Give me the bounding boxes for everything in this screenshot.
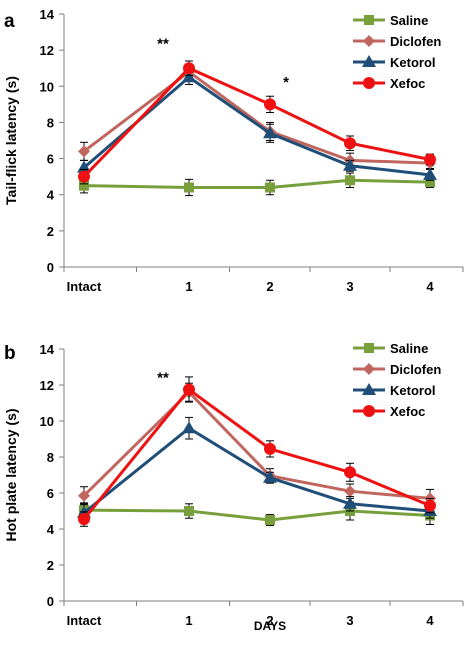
y-tick-label: 6 — [47, 152, 54, 167]
legend-label: Ketorol — [390, 383, 436, 398]
y-tick-label: 0 — [47, 260, 54, 275]
series-diclofen — [78, 64, 436, 170]
x-axis-title: DAYS — [254, 619, 286, 633]
legend-marker-ketorol — [362, 383, 376, 395]
series-ketorol — [77, 69, 437, 181]
legend-marker-saline — [364, 343, 374, 353]
y-tick-label: 14 — [40, 7, 55, 22]
data-point-xefoc — [78, 170, 90, 183]
y-axis-title: Tail-flick latency (s) — [3, 76, 19, 205]
y-tick-label: 10 — [40, 79, 54, 94]
x-tick-label: 2 — [266, 613, 273, 628]
data-point-saline — [79, 180, 89, 191]
significance-marker: ** — [157, 35, 169, 52]
x-tick-label: 1 — [185, 613, 192, 628]
legend-label: Saline — [390, 341, 428, 356]
y-tick-label: 2 — [47, 224, 54, 239]
legend-label: Xefoc — [390, 76, 425, 91]
data-point-diclofen — [344, 485, 356, 498]
data-point-xefoc — [344, 466, 356, 479]
x-tick-label: 3 — [346, 279, 353, 294]
significance-marker: ** — [157, 369, 169, 386]
data-point-saline — [265, 182, 275, 193]
x-tick-label: 2 — [266, 279, 273, 294]
series-line-saline — [83, 508, 431, 522]
data-point-xefoc — [183, 62, 195, 75]
legend-marker-diclofen — [363, 363, 375, 375]
data-point-xefoc — [183, 383, 195, 396]
legend-marker-diclofen — [363, 35, 375, 47]
data-point-diclofen — [78, 145, 90, 158]
series-saline — [79, 172, 435, 197]
data-point-xefoc — [264, 442, 276, 455]
y-axis-title: Hot plate latency (s) — [3, 408, 19, 541]
x-tick-label: 1 — [185, 279, 192, 294]
y-tick-label: 4 — [47, 522, 55, 537]
y-tick-label: 8 — [47, 450, 54, 465]
data-point-xefoc — [424, 153, 436, 166]
data-point-saline — [265, 515, 275, 525]
panel-label: b — [4, 343, 16, 364]
legend-label: Xefoc — [390, 404, 425, 419]
series-diclofen — [78, 382, 436, 508]
y-tick-label: 10 — [40, 414, 54, 429]
y-tick-label: 12 — [40, 43, 54, 58]
series-xefoc — [78, 376, 436, 527]
legend-marker-ketorol — [362, 55, 376, 67]
y-tick-label: 2 — [47, 558, 54, 573]
data-point-ketorol — [182, 421, 196, 434]
legend-label: Diclofen — [390, 362, 441, 377]
legend-marker-xefoc — [363, 77, 375, 89]
data-point-xefoc — [264, 98, 276, 111]
data-point-ketorol — [423, 167, 437, 180]
data-point-ketorol — [343, 496, 357, 509]
series-line-saline — [83, 178, 431, 189]
y-tick-label: 12 — [40, 378, 54, 393]
y-tick-label: 8 — [47, 115, 54, 130]
legend: Saline Diclofen Ketorol Xefoc — [353, 341, 441, 419]
data-point-xefoc — [424, 499, 436, 512]
data-point-ketorol — [263, 470, 277, 483]
x-tick-label: Intact — [67, 613, 102, 628]
data-point-xefoc — [344, 137, 356, 150]
data-point-saline — [184, 182, 194, 193]
legend: Saline Diclofen Ketorol Xefoc — [353, 13, 441, 91]
legend-label: Ketorol — [390, 55, 436, 70]
data-point-xefoc — [78, 513, 90, 526]
y-tick-label: 4 — [47, 188, 55, 203]
data-point-ketorol — [343, 158, 357, 171]
panel-label: a — [4, 11, 15, 32]
series-xefoc — [78, 60, 436, 185]
significance-marker: * — [283, 74, 289, 91]
data-point-ketorol — [263, 126, 277, 139]
x-tick-label: 4 — [426, 613, 434, 628]
x-tick-label: 3 — [346, 613, 353, 628]
x-tick-label: Intact — [67, 279, 102, 294]
x-tick-label: 4 — [426, 279, 434, 294]
data-point-saline — [184, 506, 194, 516]
y-tick-label: 14 — [40, 342, 55, 357]
legend-label: Diclofen — [390, 34, 441, 49]
legend-label: Saline — [390, 13, 428, 28]
legend-marker-saline — [364, 15, 374, 25]
data-point-saline — [425, 177, 435, 188]
series-ketorol — [77, 416, 437, 523]
data-point-diclofen — [78, 489, 90, 502]
y-tick-label: 6 — [47, 486, 54, 501]
data-point-saline — [345, 175, 355, 186]
legend-marker-xefoc — [363, 405, 375, 417]
series-line-xefoc — [82, 387, 431, 521]
data-point-ketorol — [182, 70, 196, 83]
y-tick-label: 0 — [47, 594, 54, 609]
